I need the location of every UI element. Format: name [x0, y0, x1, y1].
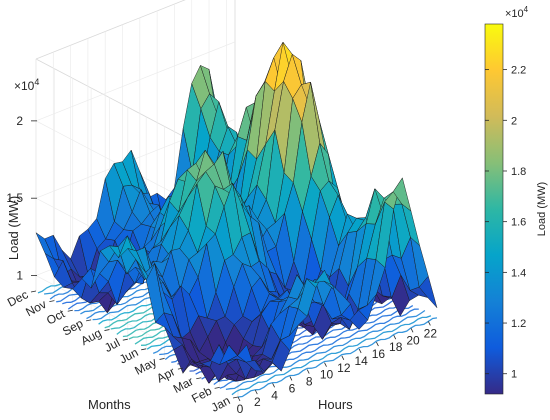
x-tick-mark — [237, 396, 241, 402]
z-axis-multiplier: ×104 — [14, 77, 39, 93]
z-axis-ticks: 11.52 — [6, 114, 37, 283]
floor-contour — [237, 317, 438, 398]
x-tick-label: 6 — [289, 381, 296, 395]
y-tick-mark — [49, 300, 55, 303]
y-tick-mark — [122, 338, 128, 341]
y-tick-mark — [214, 386, 220, 389]
z-tick-label: 2 — [16, 114, 23, 128]
x-tick-mark — [254, 389, 258, 395]
y-tick-mark — [232, 396, 239, 399]
colorbar-tick-label: 1.2 — [511, 318, 526, 330]
z-axis-label: Load (MW) — [6, 196, 21, 260]
x-tick-mark — [376, 341, 379, 347]
floor-contour — [231, 315, 432, 396]
y-tick-mark — [86, 319, 92, 322]
x-tick-mark — [272, 383, 275, 388]
colorbar-tick-label: 1.4 — [511, 267, 526, 279]
x-tick-mark — [289, 376, 293, 381]
x-tick-label: 16 — [372, 347, 386, 361]
x-tick-label: 14 — [354, 354, 368, 368]
x-tick-label: 10 — [320, 368, 334, 382]
z-tick-label: 1 — [16, 269, 23, 283]
colorbar-label: Load (MW) — [536, 182, 548, 236]
x-tick-label: 8 — [306, 375, 313, 389]
y-tick-mark — [159, 358, 165, 360]
y-tick-mark — [196, 377, 202, 380]
colorbar-ticks: 1 1.2 1.4 1.6 1.8 2 2.2 — [485, 65, 526, 381]
z-tick-label: 1.5 — [6, 191, 23, 205]
colorbar-tick-label: 1 — [511, 369, 517, 381]
y-axis-label: Months — [88, 397, 131, 412]
floor-contour — [225, 309, 426, 391]
x-tick-mark — [358, 348, 362, 354]
colorbar-tick-label: 1.8 — [511, 166, 526, 178]
surface — [35, 41, 438, 384]
y-tick-label: Jul — [102, 335, 122, 355]
x-tick-mark — [427, 321, 431, 326]
colorbar-tick-label: 2 — [511, 115, 517, 127]
x-tick-label: 0 — [237, 402, 244, 415]
surface-patch — [418, 275, 438, 309]
x-tick-mark — [341, 355, 345, 360]
colorbar-tick-label: 2.2 — [511, 65, 526, 77]
y-tick-mark — [141, 348, 147, 351]
y-tick-mark — [104, 329, 110, 331]
x-tick-label: 20 — [406, 333, 420, 347]
x-tick-label: 4 — [271, 388, 278, 402]
colorbar — [484, 23, 504, 395]
axes-box-edge — [35, 0, 186, 60]
colorbar-multiplier: ×104 — [505, 5, 529, 20]
x-axis-label: Hours — [318, 397, 353, 412]
x-tick-label: 22 — [424, 326, 438, 340]
x-tick-mark — [306, 369, 310, 374]
x-axis-ticks: 0 2 4 6 8 10 12 14 16 18 20 22 — [237, 321, 438, 416]
x-tick-label: 2 — [254, 395, 261, 409]
colorbar-tick-label: 1.6 — [511, 217, 526, 229]
y-tick-mark — [67, 309, 73, 312]
x-tick-mark — [324, 362, 327, 367]
x-tick-label: 18 — [389, 340, 403, 354]
x-tick-mark — [410, 328, 414, 333]
x-tick-mark — [393, 334, 397, 340]
x-tick-label: 12 — [337, 361, 351, 375]
y-tick-mark — [30, 290, 37, 293]
y-tick-mark — [177, 367, 183, 370]
